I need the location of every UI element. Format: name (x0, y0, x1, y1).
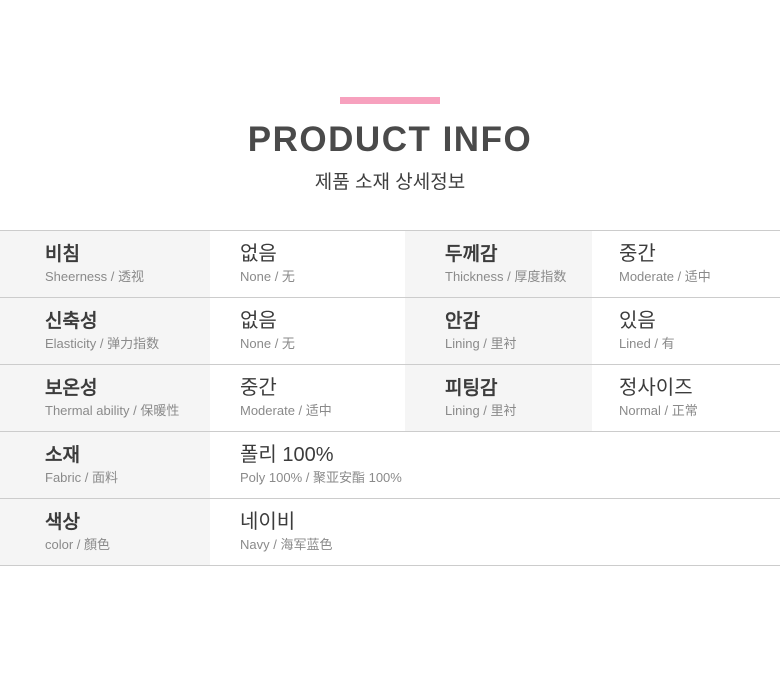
spec-value-cell-sheerness: 없음 None / 无 (210, 231, 405, 297)
spec-value-sub: Navy / 海军蓝色 (240, 537, 333, 553)
spec-value-cell-color: 네이비 Navy / 海军蓝色 (210, 499, 780, 565)
spec-label: 보온성 (45, 377, 98, 399)
spec-value-sub: Poly 100% / 聚亚安酯 100% (240, 470, 402, 486)
spec-label-cell-color: 색상 color / 顏色 (0, 499, 210, 565)
spec-value: 폴리 100% (240, 444, 334, 467)
spec-value-cell-fitting: 정사이즈 Normal / 正常 (592, 365, 780, 431)
spec-label: 신축성 (45, 310, 98, 332)
spec-value: 있음 (619, 310, 656, 333)
page-title: PRODUCT INFO (247, 120, 533, 159)
spec-value-sub: None / 无 (240, 336, 295, 352)
spec-value-sub: Normal / 正常 (619, 403, 698, 419)
spec-value: 중간 (240, 377, 277, 400)
spec-label-sub: Lining / 里衬 (445, 402, 517, 418)
spec-value-cell-fabric: 폴리 100% Poly 100% / 聚亚安酯 100% (210, 432, 780, 498)
spec-table: 비침 Sheerness / 透视 없음 None / 无 두께감 Thickn… (0, 230, 780, 566)
spec-value-sub: Moderate / 适中 (240, 403, 332, 419)
spec-label-sub: Sheerness / 透视 (45, 268, 144, 284)
page-subtitle: 제품 소재 상세정보 (314, 172, 466, 193)
spec-value: 정사이즈 (619, 377, 693, 400)
spec-label-cell-thermal: 보온성 Thermal ability / 保暖性 (0, 365, 210, 431)
spec-value-sub: Moderate / 适中 (619, 269, 711, 285)
spec-label: 색상 (45, 511, 80, 533)
spec-value: 네이비 (240, 511, 296, 534)
spec-label: 비침 (45, 243, 80, 265)
spec-value: 없음 (240, 310, 277, 333)
spec-value-cell-thickness: 중간 Moderate / 适中 (592, 231, 780, 297)
spec-label-cell-sheerness: 비침 Sheerness / 透视 (0, 231, 210, 297)
spec-value: 중간 (619, 243, 656, 266)
spec-value-cell-lining: 있음 Lined / 有 (592, 298, 780, 364)
spec-label-sub: Elasticity / 弹力指数 (45, 335, 160, 351)
table-row: 색상 color / 顏色 네이비 Navy / 海军蓝色 (0, 498, 780, 565)
spec-label-sub: color / 顏色 (45, 536, 111, 552)
spec-value-sub: None / 无 (240, 269, 295, 285)
spec-label-cell-elasticity: 신축성 Elasticity / 弹力指数 (0, 298, 210, 364)
spec-label: 소재 (45, 444, 80, 466)
spec-label-cell-fitting: 피팅감 Lining / 里衬 (405, 365, 592, 431)
spec-label: 두께감 (445, 243, 498, 265)
spec-label-cell-fabric: 소재 Fabric / 面料 (0, 432, 210, 498)
spec-label: 피팅감 (445, 377, 498, 399)
table-row: 비침 Sheerness / 透视 없음 None / 无 두께감 Thickn… (0, 230, 780, 297)
spec-value-sub: Lined / 有 (619, 336, 675, 352)
spec-value-cell-thermal: 중간 Moderate / 适中 (210, 365, 405, 431)
table-row: 소재 Fabric / 面料 폴리 100% Poly 100% / 聚亚安酯 … (0, 431, 780, 498)
table-row: 신축성 Elasticity / 弹力指数 없음 None / 无 안감 Lin… (0, 297, 780, 364)
spec-value: 없음 (240, 243, 277, 266)
spec-label: 안감 (445, 310, 480, 332)
spec-label-sub: Fabric / 面料 (45, 469, 118, 485)
accent-bar (340, 97, 440, 104)
spec-label-sub: Lining / 里衬 (445, 335, 517, 351)
spec-label-cell-lining: 안감 Lining / 里衬 (405, 298, 592, 364)
spec-label-cell-thickness: 두께감 Thickness / 厚度指数 (405, 231, 592, 297)
spec-label-sub: Thickness / 厚度指数 (445, 268, 567, 284)
table-row: 보온성 Thermal ability / 保暖性 중간 Moderate / … (0, 364, 780, 431)
spec-label-sub: Thermal ability / 保暖性 (45, 402, 180, 418)
spec-value-cell-elasticity: 없음 None / 无 (210, 298, 405, 364)
